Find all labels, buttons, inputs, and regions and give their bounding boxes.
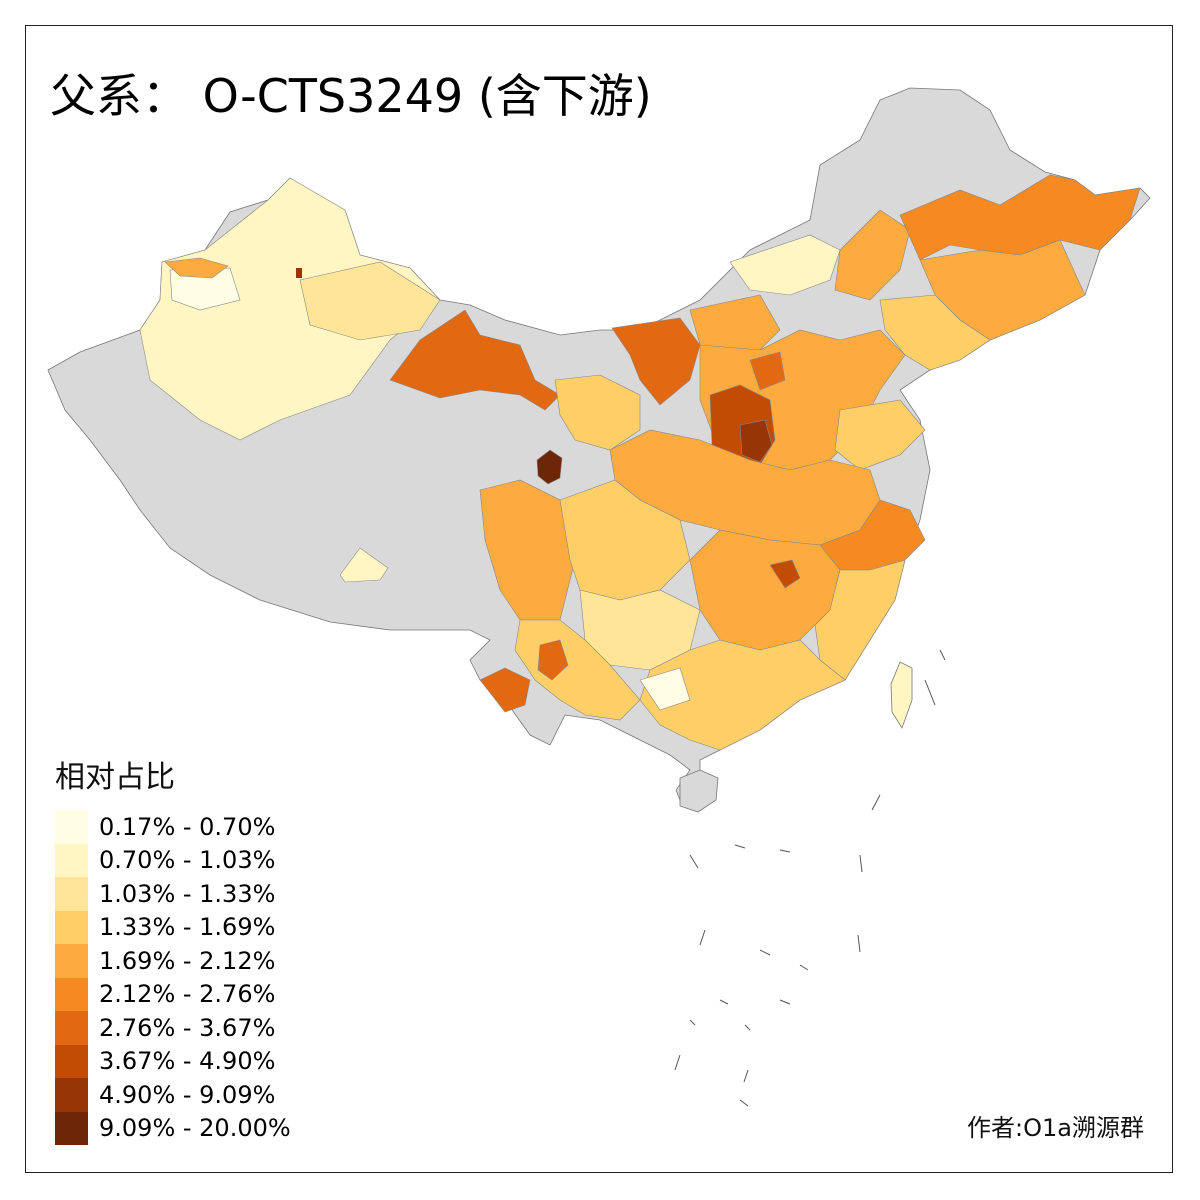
region-liaoning [879,294,991,371]
region-hainan [679,769,719,813]
map-title: 父系： O-CTS3249 (含下游) [50,69,652,123]
legend-rows: 0.17% - 0.70% 0.70% - 1.03% 1.03% - 1.33% 1… [55,810,291,1145]
region-qinghai-east [554,374,641,451]
region-xizang-spot [339,547,389,583]
region-inner-mongolia-west [611,317,701,406]
legend-label: 1.03% - 1.33% [99,879,276,908]
legend-label: 0.70% - 1.03% [99,846,276,875]
region-gansu-west [389,309,561,411]
legend-label: 2.76% - 3.67% [99,1013,276,1042]
region-guangxi-pale [639,667,691,711]
legend-swatch [55,877,88,911]
region-hebei-north [749,351,786,391]
region-zhejiang-fujian [814,559,906,681]
region-xinjiang-north [299,261,441,341]
legend-item: 3.67% - 4.90% [55,1044,291,1078]
region-inner-mongolia-east [729,234,841,296]
region-heilongjiang [899,174,1141,261]
region-xinjiang [139,177,441,441]
legend-swatch [55,1011,88,1045]
legend-swatch [55,944,88,978]
legend-swatch [55,810,88,844]
region-yunnan-hotspot [537,639,569,681]
region-shanxi-core [739,419,773,463]
region-taiwan [890,661,913,729]
legend-item: 9.09% - 20.00% [55,1111,291,1145]
south-china-sea-islands [674,649,946,1107]
legend-label: 9.09% - 20.00% [99,1114,291,1143]
region-sichuan-chongqing [559,479,691,601]
legend-swatch [55,1044,88,1078]
legend: 相对占比 0.17% - 0.70% 0.70% - 1.03% 1.03% - 1… [55,752,291,1145]
legend-title: 相对占比 [55,760,175,795]
legend-label: 2.12% - 2.76% [99,980,276,1009]
region-hubei-hotspot [769,559,801,589]
legend-swatch [55,1078,88,1112]
legend-swatch [55,843,88,877]
legend-item: 1.33% - 1.69% [55,910,291,944]
region-xj-dot [296,268,302,278]
legend-label: 3.67% - 4.90% [99,1047,276,1076]
legend-item: 2.12% - 2.76% [55,977,291,1011]
legend-swatch [55,977,88,1011]
region-yili [164,257,229,279]
legend-swatch [55,1111,88,1145]
legend-label: 1.69% - 2.12% [99,946,276,975]
legend-item: 2.76% - 3.67% [55,1011,291,1045]
region-gannan-hotspot [536,449,563,485]
legend-label: 4.90% - 9.09% [99,1080,276,1109]
region-guangxi-guangdong [639,639,846,751]
legend-item: 0.70% - 1.03% [55,843,291,877]
map-frame [25,25,1173,1173]
legend-item: 1.69% - 2.12% [55,944,291,978]
legend-item: 0.17% - 0.70% [55,810,291,844]
region-hulunbuir [834,209,911,301]
legend-label: 0.17% - 0.70% [99,812,276,841]
legend-item: 1.03% - 1.33% [55,877,291,911]
legend-swatch [55,910,88,944]
legend-label: 1.33% - 1.69% [99,913,276,942]
legend-item: 4.90% - 9.09% [55,1078,291,1112]
region-shandong [834,399,926,471]
region-yunnan-west [479,667,531,713]
author-credit: 作者:O1a溯源群 [967,1114,1144,1142]
